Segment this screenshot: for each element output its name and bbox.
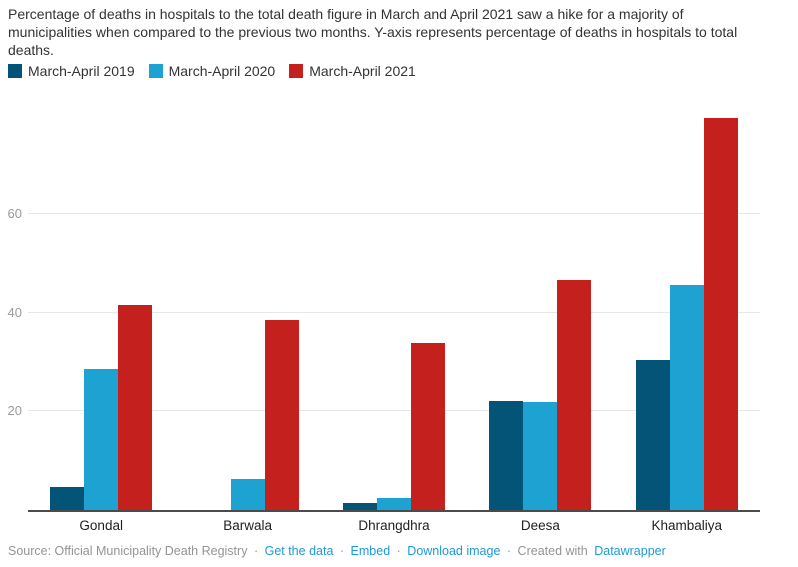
legend: March-April 2019 March-April 2020 March-Ap…	[8, 63, 430, 79]
bar-khambaliya-march-april-2020	[669, 284, 704, 510]
legend-item: March-April 2021	[289, 63, 416, 79]
legend-swatch	[289, 64, 304, 78]
get-the-data-link[interactable]: Get the data	[264, 544, 334, 558]
legend-swatch	[148, 64, 163, 78]
bar-dhrangdhra-march-april-2021	[411, 343, 445, 510]
download-image-link[interactable]: Download image	[407, 544, 501, 558]
bar-barwala-march-april-2021	[264, 319, 299, 510]
legend-item: March-April 2019	[8, 63, 135, 79]
y-tick-label: 40	[7, 304, 22, 320]
legend-label: March-April 2021	[309, 63, 416, 79]
x-axis-label-deesa: Deesa	[520, 518, 560, 533]
legend-swatch	[8, 64, 22, 78]
footer: Source: Official Municipality Death Regi…	[8, 544, 666, 558]
bar-dhrangdhra-march-april-2019	[343, 502, 377, 510]
x-axis-label-barwala: Barwala	[223, 518, 272, 533]
gridline	[28, 311, 760, 313]
y-tick-label: 60	[7, 205, 22, 221]
bar-barwala-march-april-2020	[230, 479, 265, 510]
separator-dot: ·	[339, 544, 345, 558]
bar-deesa-march-april-2019	[489, 401, 524, 510]
bar-gondal-march-april-2020	[84, 369, 119, 510]
bar-gondal-march-april-2019	[50, 486, 85, 510]
separator-dot: ·	[506, 544, 512, 558]
x-axis-label-dhrangdhra: Dhrangdhra	[358, 518, 430, 533]
embed-link[interactable]: Embed	[350, 544, 391, 558]
bar-gondal-march-april-2021	[118, 305, 153, 510]
gridline	[28, 212, 760, 214]
separator-dot: ·	[396, 544, 401, 558]
chart-description: Percentage of deaths in hospitals to the…	[8, 6, 738, 59]
source-text: Source: Official Municipality Death Regi…	[8, 544, 248, 558]
x-axis-label-khambaliya: Khambaliya	[651, 518, 723, 533]
datawrapper-link[interactable]: Datawrapper	[594, 544, 666, 558]
bar-deesa-march-april-2020	[523, 401, 558, 510]
y-tick-label: 20	[7, 403, 22, 419]
gridline	[28, 410, 760, 412]
bar-deesa-march-april-2021	[557, 280, 592, 510]
x-axis-label-gondal: Gondal	[79, 518, 123, 533]
legend-item: March-April 2020	[148, 63, 276, 79]
legend-label: March-April 2019	[28, 63, 135, 79]
bar-dhrangdhra-march-april-2020	[377, 497, 411, 510]
created-with-text: Created with	[517, 544, 588, 558]
bar-khambaliya-march-april-2021	[703, 118, 738, 510]
legend-label: March-April 2020	[168, 63, 276, 79]
bar-khambaliya-march-april-2019	[635, 360, 670, 510]
bar-chart-plot	[28, 115, 760, 512]
separator-dot: ·	[253, 544, 259, 558]
